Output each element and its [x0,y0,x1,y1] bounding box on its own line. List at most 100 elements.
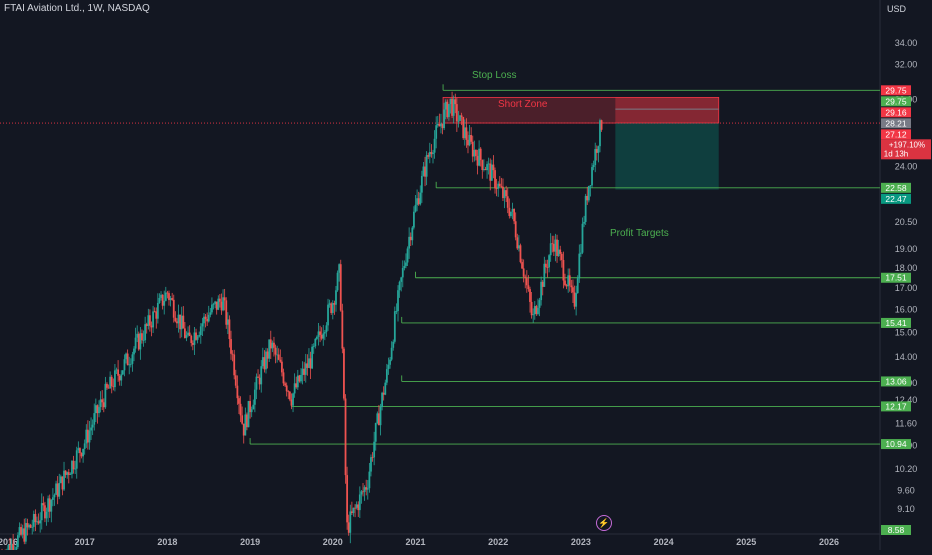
candle-body [428,152,431,157]
price-scale-badge-text: 29.16 [885,107,907,117]
candle-body [249,401,251,413]
candle-body [298,375,301,382]
candle-body [24,523,27,542]
candle-body [525,278,528,286]
candle-body [231,353,234,355]
candle-body [171,298,174,300]
candle-body [462,117,465,139]
candle-body [220,301,223,311]
candle-body [182,315,185,329]
short-zone-box [442,96,720,124]
candle-body [53,494,56,498]
candle-body [498,183,501,187]
candle-body [452,99,455,116]
price-scale-badge-text: 27.12 [885,129,907,139]
candle-body [217,298,220,310]
candle-body [241,415,244,424]
candle-body [378,413,380,426]
candle-body [45,511,48,519]
lightning-icon[interactable]: ⚡ [596,515,612,531]
short-position-reward-area[interactable] [615,123,719,190]
candle-body [357,504,360,511]
candle-body [58,482,61,497]
candle-body [292,393,294,406]
candle-body [180,315,183,330]
x-tick-label: 2017 [75,537,95,547]
candle-body [433,138,436,153]
candle-body [263,357,266,370]
candle-body [584,195,587,222]
candle-body [255,376,258,390]
candle-body [179,314,182,330]
candle-body [82,448,85,457]
y-tick-label: 32.00 [895,60,918,70]
candle-body [69,474,72,475]
candle-body [40,503,43,521]
candle-body [23,528,26,542]
candle-body [597,146,600,153]
candle-body [503,190,506,199]
price-scale-badge-text: 22.47 [885,194,907,204]
candle-body [354,507,356,509]
y-tick-label: 9.60 [897,485,915,495]
candle-body [556,239,558,256]
candle-body [352,507,355,514]
candle-body [147,315,150,326]
price-scale-badge-text: 10.94 [885,439,907,449]
candle-body [177,314,180,324]
candle-body [199,326,202,336]
candle-body [141,333,143,341]
candle-body [183,328,186,338]
price-scale-badge-text: 17.51 [885,273,907,283]
candle-body [522,268,525,277]
candle-body [599,120,601,147]
candle-body [347,522,350,533]
candle-body [567,275,570,287]
candle-body [64,470,67,475]
candle-body [83,443,86,449]
price-scale-badge-text: 15.41 [885,318,907,328]
candle-body [106,383,108,388]
candle-body [282,372,285,384]
candle-body [34,514,37,523]
candle-body [244,414,247,436]
candle-body [600,120,603,130]
candle-body [411,227,414,241]
candle-body [502,186,504,199]
candle-body [101,399,104,403]
candle-body [136,333,139,338]
candle-body [479,148,482,161]
candle-body [163,300,166,306]
candle-body [365,487,368,490]
candle-body [540,281,543,301]
y-tick-label: 17.00 [895,283,918,293]
short-position-risk-area[interactable] [615,97,719,124]
candle-body [506,196,509,208]
candle-body [562,259,565,281]
candle-body [98,407,100,414]
y-tick-label: 11.60 [895,418,917,428]
candle-body [295,383,298,388]
candle-body [160,294,162,298]
candle-body [288,391,291,400]
candle-body [230,339,232,354]
last-price-extension [881,139,931,160]
candle-body [223,297,226,301]
candle-body [533,306,536,315]
candle-body [265,351,267,370]
candle-body [594,149,597,166]
candle-body [149,315,151,326]
price-scale-badge [881,85,911,96]
candle-body [578,253,581,279]
candle-body [104,383,107,408]
candle-body [516,237,519,249]
candle-body [373,441,376,458]
candle-body [303,368,306,375]
candle-body [476,155,479,166]
candle-body [207,314,210,322]
candle-body [109,376,112,389]
candle-body [484,169,487,171]
candle-body [323,332,326,334]
